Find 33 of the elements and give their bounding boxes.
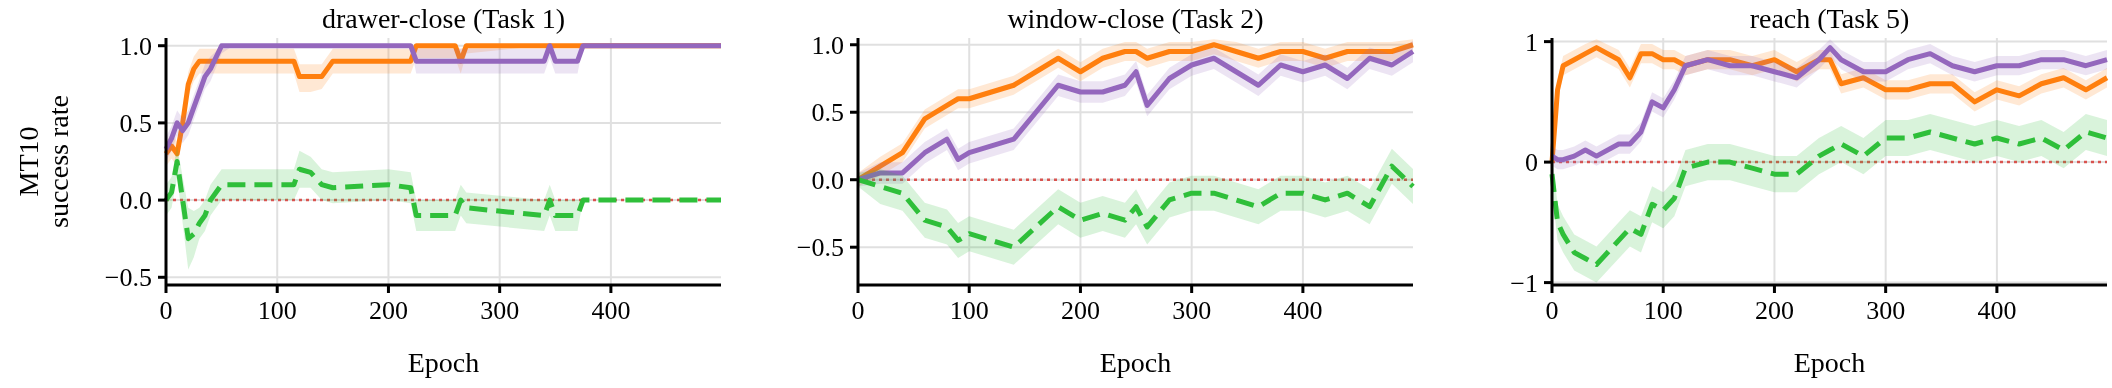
x-tick-label: 400 <box>1283 296 1323 325</box>
y-tick-label: 0.0 <box>811 165 844 195</box>
x-tick-label: 200 <box>1060 296 1100 325</box>
x-tick-label: 300 <box>480 296 520 325</box>
x-tick-label: 100 <box>257 296 297 325</box>
x-tick-label: 300 <box>1866 296 1906 325</box>
x-tick-label: 0 <box>851 296 865 325</box>
y-tick-label: −0.5 <box>796 233 844 263</box>
y-tick-label: −0.5 <box>104 263 152 293</box>
y-tick-label: −1 <box>1510 268 1538 298</box>
y-tick-label: 0.5 <box>811 98 844 128</box>
x-tick-label: 400 <box>1977 296 2017 325</box>
y-tick-label: 1.0 <box>119 31 152 61</box>
x-tick-label: 400 <box>591 296 631 325</box>
y-tick-label: 1 <box>1525 27 1538 57</box>
chart-title: drawer-close (Task 1) <box>321 3 566 34</box>
x-tick-label: 0 <box>1545 296 1559 325</box>
y-tick-label: 0.0 <box>119 186 152 216</box>
chart-title: window-close (Task 2) <box>1007 3 1264 34</box>
chart-title: reach (Task 5) <box>1749 3 1910 34</box>
x-tick-label: 200 <box>1754 296 1794 325</box>
y-axis-title: MT10 success rate <box>13 95 74 228</box>
x-tick-label: 100 <box>949 296 989 325</box>
x-axis-title: Epoch <box>1099 347 1172 378</box>
y-tick-label: 0.5 <box>119 108 152 138</box>
x-tick-label: 300 <box>1172 296 1212 325</box>
x-tick-label: 200 <box>368 296 408 325</box>
x-axis-title: Epoch <box>1793 347 1866 378</box>
y-tick-label: 1.0 <box>811 30 844 60</box>
y-tick-label: 0 <box>1525 148 1538 178</box>
x-tick-label: 0 <box>159 296 173 325</box>
x-axis-title: Epoch <box>407 347 480 378</box>
x-tick-label: 100 <box>1643 296 1683 325</box>
